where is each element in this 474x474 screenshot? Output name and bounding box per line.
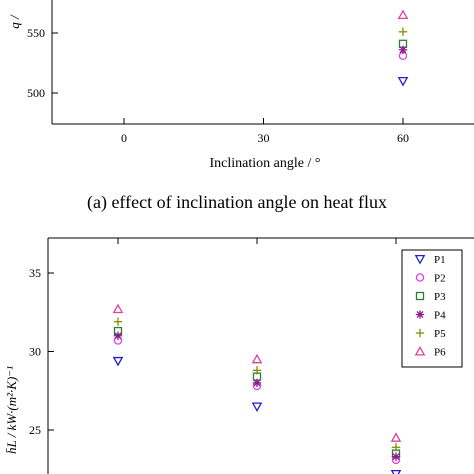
- top-chart-x-axis-label: Inclination angle / °: [210, 156, 321, 171]
- bottom-point-p4: [113, 331, 123, 340]
- top-y-tick-label: 550: [27, 26, 45, 40]
- legend-label-p3: P3: [434, 291, 446, 303]
- legend-box: [401, 249, 463, 368]
- legend-marker-p4: [415, 310, 425, 319]
- top-point-p4: [398, 45, 408, 54]
- top-chart-x-ticks: 0 30 60: [121, 118, 409, 145]
- legend-label-p2: P2: [434, 273, 446, 285]
- bottom-point-p1: [390, 469, 402, 474]
- top-x-tick-label: 60: [397, 131, 409, 145]
- legend: P1 P2 P3 P4 P5 P6: [401, 249, 463, 368]
- top-chart-y-axis-label: q /: [7, 14, 22, 29]
- legend-label-p5: P5: [434, 328, 446, 340]
- legend-marker-p6: [414, 345, 426, 356]
- bottom-point-p6: [251, 353, 263, 364]
- bottom-chart-points: [112, 303, 402, 474]
- top-y-tick-label: 500: [27, 86, 45, 100]
- bottom-point-p5: [391, 443, 401, 452]
- legend-marker-p1: [414, 254, 426, 265]
- top-chart-caption: (a) effect of inclination angle on heat …: [87, 192, 387, 213]
- top-x-tick-label: 0: [121, 131, 127, 145]
- legend-marker-p2: [415, 273, 425, 282]
- bottom-chart-y-axis-label: h̄L / kW·(m²·K)⁻¹: [4, 366, 19, 454]
- bottom-point-p1: [251, 402, 263, 412]
- top-chart: 500 550 0 30 60 q / Inclination angle / ° (…: [7, 0, 474, 213]
- bottom-chart: 25 30 35 h̄L / kW·(m²·K)⁻¹ P1 P2 P3 P4 P5 P6: [4, 237, 474, 474]
- top-point-p5: [398, 27, 408, 36]
- top-point-p6: [397, 9, 409, 20]
- top-x-tick-label: 30: [258, 131, 270, 145]
- bottom-point-p6: [390, 432, 402, 442]
- bottom-point-p5: [113, 317, 123, 326]
- bottom-point-p6: [112, 303, 124, 314]
- bottom-chart-x-ticks: [117, 238, 397, 244]
- legend-label-p1: P1: [434, 254, 446, 266]
- legend-label-p6: P6: [434, 347, 446, 359]
- bottom-y-tick-label: 35: [29, 266, 41, 280]
- top-chart-points: [397, 9, 409, 87]
- legend-label-p4: P4: [434, 310, 446, 322]
- legend-marker-p3: [415, 291, 425, 301]
- bottom-y-tick-label: 25: [29, 423, 41, 437]
- legend-items: P1 P2 P3 P4 P5 P6: [414, 254, 446, 359]
- bottom-point-p4: [391, 452, 401, 461]
- top-point-p1: [397, 76, 409, 87]
- top-chart-y-ticks: 500 550: [27, 26, 58, 100]
- bottom-point-p5: [252, 366, 262, 375]
- bottom-point-p4: [252, 378, 262, 388]
- legend-marker-p5: [415, 328, 425, 338]
- bottom-y-tick-label: 30: [29, 345, 41, 359]
- bottom-chart-y-ticks: 25 30 35: [29, 266, 54, 437]
- bottom-point-p1: [112, 356, 124, 367]
